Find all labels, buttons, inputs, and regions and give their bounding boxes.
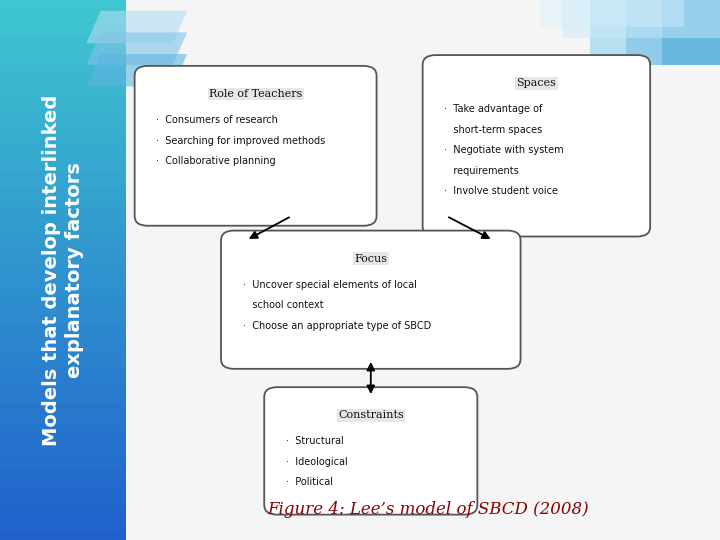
- Bar: [0, 396, 126, 405]
- Bar: [0, 477, 126, 486]
- Bar: [0, 0, 126, 9]
- Bar: [0, 369, 126, 378]
- Bar: [0, 495, 126, 504]
- Bar: [0, 216, 126, 225]
- Text: ·  Consumers of research: · Consumers of research: [156, 115, 278, 125]
- Text: ·  Political: · Political: [286, 477, 333, 488]
- Text: Role of Teachers: Role of Teachers: [209, 89, 302, 99]
- Text: ·  Involve student voice: · Involve student voice: [444, 186, 558, 197]
- Bar: [0, 81, 126, 90]
- Bar: [0, 171, 126, 180]
- Polygon shape: [540, 0, 684, 27]
- Bar: [0, 252, 126, 261]
- Bar: [0, 513, 126, 522]
- Bar: [0, 27, 126, 36]
- Bar: [0, 180, 126, 189]
- Bar: [0, 54, 126, 63]
- Bar: [0, 18, 126, 27]
- Bar: [0, 450, 126, 459]
- Polygon shape: [86, 32, 187, 65]
- Bar: [0, 486, 126, 495]
- Bar: [0, 153, 126, 162]
- Bar: [0, 378, 126, 387]
- Polygon shape: [562, 0, 720, 38]
- Bar: [0, 351, 126, 360]
- Bar: [0, 189, 126, 198]
- Bar: [0, 225, 126, 234]
- FancyBboxPatch shape: [221, 231, 521, 369]
- Bar: [0, 459, 126, 468]
- Bar: [0, 504, 126, 513]
- Text: short-term spaces: short-term spaces: [444, 125, 542, 135]
- Bar: [0, 126, 126, 135]
- Polygon shape: [86, 54, 187, 86]
- Bar: [0, 270, 126, 279]
- FancyBboxPatch shape: [135, 66, 377, 226]
- Bar: [0, 387, 126, 396]
- Bar: [0, 423, 126, 432]
- Bar: [0, 468, 126, 477]
- Bar: [0, 63, 126, 72]
- Bar: [0, 522, 126, 531]
- Bar: [0, 198, 126, 207]
- FancyBboxPatch shape: [423, 55, 650, 237]
- Polygon shape: [626, 0, 720, 65]
- Bar: [0, 99, 126, 108]
- FancyBboxPatch shape: [264, 387, 477, 515]
- Bar: [0, 297, 126, 306]
- Polygon shape: [590, 0, 720, 65]
- Bar: [0, 243, 126, 252]
- Bar: [0, 315, 126, 324]
- Bar: [0, 144, 126, 153]
- Bar: [0, 9, 126, 18]
- Bar: [0, 117, 126, 126]
- Text: ·  Negotiate with system: · Negotiate with system: [444, 145, 564, 156]
- Bar: [0, 135, 126, 144]
- Bar: [0, 108, 126, 117]
- Bar: [0, 324, 126, 333]
- Bar: [0, 333, 126, 342]
- Bar: [0, 342, 126, 351]
- Bar: [0, 441, 126, 450]
- Bar: [0, 531, 126, 540]
- Bar: [0, 45, 126, 54]
- Text: requirements: requirements: [444, 166, 519, 176]
- Bar: [0, 207, 126, 216]
- Text: school context: school context: [243, 300, 323, 310]
- Bar: [0, 162, 126, 171]
- Bar: [0, 72, 126, 81]
- Bar: [0, 261, 126, 270]
- Bar: [0, 306, 126, 315]
- Bar: [0, 234, 126, 243]
- Bar: [0, 414, 126, 423]
- Text: ·  Searching for improved methods: · Searching for improved methods: [156, 136, 325, 146]
- Text: ·  Structural: · Structural: [286, 436, 343, 447]
- Polygon shape: [86, 11, 187, 43]
- Text: ·  Take advantage of: · Take advantage of: [444, 104, 543, 114]
- Text: Figure 4: Lee’s model of SBCD (2008): Figure 4: Lee’s model of SBCD (2008): [268, 502, 589, 518]
- Text: Spaces: Spaces: [516, 78, 557, 89]
- Bar: [0, 90, 126, 99]
- Text: ·  Choose an appropriate type of SBCD: · Choose an appropriate type of SBCD: [243, 321, 431, 331]
- Bar: [0, 360, 126, 369]
- Bar: [0, 288, 126, 297]
- Text: Models that develop interlinked
explanatory factors: Models that develop interlinked explanat…: [42, 94, 84, 445]
- Bar: [0, 432, 126, 441]
- Text: ·  Ideological: · Ideological: [286, 457, 348, 467]
- Text: ·  Uncover special elements of local: · Uncover special elements of local: [243, 280, 416, 290]
- Bar: [0, 405, 126, 414]
- Text: Focus: Focus: [354, 254, 387, 264]
- Polygon shape: [662, 0, 720, 65]
- Text: ·  Collaborative planning: · Collaborative planning: [156, 156, 276, 166]
- Bar: [0, 36, 126, 45]
- Text: Constraints: Constraints: [338, 410, 404, 421]
- Bar: [0, 279, 126, 288]
